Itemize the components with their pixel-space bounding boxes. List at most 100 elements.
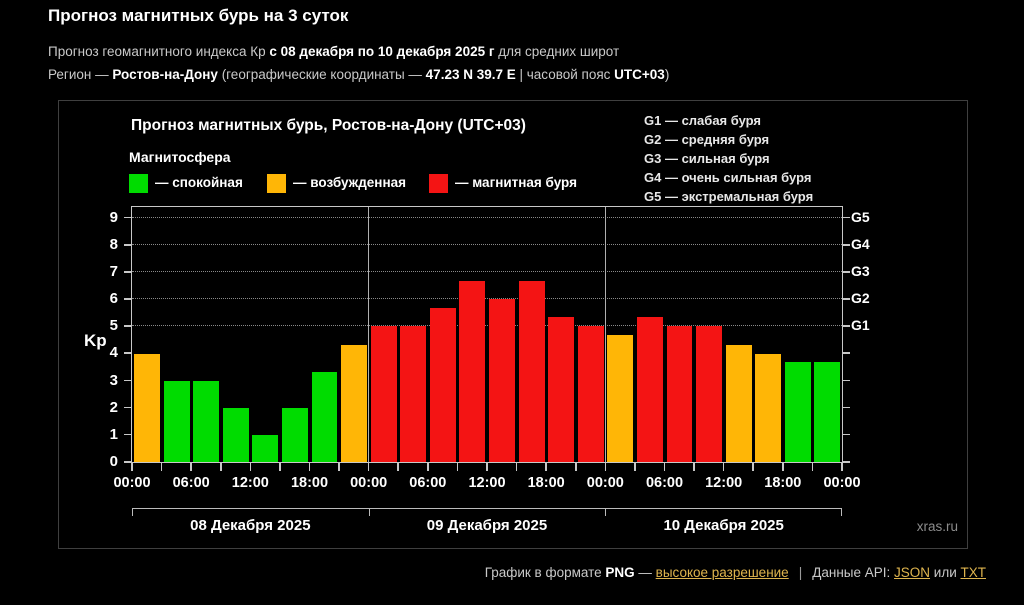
y-tick-label: 3	[109, 371, 118, 389]
high-resolution-link[interactable]: высокое разрешение	[655, 565, 789, 580]
legend-label: — магнитная буря	[455, 175, 577, 190]
y-axis-tick	[124, 243, 131, 246]
x-axis-tick	[279, 463, 281, 471]
kp-bar	[755, 353, 782, 462]
region-tz-pre: | часовой пояс	[515, 67, 615, 82]
x-tick-label: 00:00	[350, 475, 388, 491]
footer-format-pre: График в формате	[484, 565, 606, 580]
y-axis-tick-right	[843, 433, 850, 436]
json-api-link[interactable]: JSON	[894, 565, 931, 580]
x-axis-tick	[338, 463, 340, 471]
g-level-label: G2	[851, 290, 870, 307]
quiet-swatch	[129, 174, 148, 193]
kp-bar	[459, 281, 486, 462]
x-axis-tick	[397, 463, 400, 471]
forecast-chart-panel: Прогноз магнитных бурь, Ростов-на-Дону (…	[58, 100, 968, 549]
y-tick-label: 9	[109, 208, 118, 226]
y-axis-tick	[124, 433, 131, 436]
txt-api-link[interactable]: TXT	[960, 565, 987, 580]
g-level-label: G3	[851, 263, 870, 280]
region-post: )	[664, 67, 670, 82]
x-tick-label: 06:00	[172, 475, 210, 491]
y-axis-tick-right	[843, 325, 850, 327]
kp-bar	[725, 344, 752, 462]
kp-bar	[607, 335, 634, 462]
x-axis-tick	[841, 463, 843, 471]
y-tick-label: 2	[109, 398, 118, 416]
y-axis-tick-right	[843, 461, 850, 463]
x-tick-label: 00:00	[823, 475, 861, 491]
x-axis-tick	[131, 463, 133, 471]
page-title: Прогноз магнитных бурь на 3 суток	[48, 6, 349, 25]
y-axis-tick	[124, 298, 131, 300]
g-scale-legend-line: G2 — средняя буря	[644, 132, 770, 147]
region-pre: Регион —	[48, 67, 113, 82]
x-axis-tick	[515, 463, 518, 471]
magnetosphere-legend-title: Магнитосфера	[129, 149, 231, 165]
day-date-label: 10 Декабря 2025	[663, 517, 784, 534]
x-tick-label: 18:00	[764, 475, 802, 491]
footer-api-pre: Данные API:	[812, 565, 895, 580]
y-axis-tick-right	[843, 379, 850, 382]
kp-bar	[429, 308, 456, 462]
excited-swatch	[267, 174, 286, 193]
y-tick-label: 8	[109, 235, 118, 253]
kp-bar	[696, 326, 723, 462]
kp-bar	[548, 317, 575, 462]
legend-item: — магнитная буря	[429, 173, 619, 193]
x-axis-tick	[308, 463, 311, 471]
y-axis-tick-right	[843, 216, 850, 219]
g-scale-legend-line: G1 — слабая буря	[644, 113, 762, 128]
day-bracket-line	[132, 508, 842, 509]
day-separator	[604, 207, 606, 462]
footer-dash: —	[634, 565, 656, 580]
x-axis-tick	[190, 463, 192, 471]
gridline-kp5	[132, 325, 842, 327]
g-scale-legend-line: G5 — экстремальная буря	[644, 189, 814, 204]
x-tick-label: 18:00	[527, 475, 565, 491]
x-axis-tick	[160, 463, 163, 471]
y-tick-label: 6	[109, 290, 118, 308]
footer-separator: |	[798, 565, 803, 580]
day-bracket-tick	[841, 508, 842, 516]
day-bracket-tick	[605, 508, 607, 516]
x-tick-label: 18:00	[290, 475, 329, 491]
watermark: xras.ru	[916, 519, 958, 534]
g-level-label: G1	[851, 317, 870, 334]
x-tick-label: 00:00	[586, 475, 624, 491]
kp-bar	[252, 434, 279, 462]
y-axis-tick	[124, 406, 131, 409]
y-axis-tick-right	[843, 406, 850, 409]
day-bracket-tick	[368, 508, 370, 516]
y-axis-tick-right	[843, 271, 850, 273]
day-bracket-tick	[132, 508, 133, 516]
y-axis-tick	[124, 379, 131, 382]
y-axis-tick	[124, 271, 131, 273]
x-axis-tick	[545, 463, 547, 471]
y-axis-tick	[124, 216, 131, 219]
region-mid: (географические координаты —	[217, 67, 426, 82]
day-date-label: 08 Декабря 2025	[190, 517, 311, 534]
y-axis-tick-right	[843, 298, 850, 300]
gridline-kp7	[132, 271, 842, 273]
region-coords: 47.23 N 39.7 E	[425, 67, 516, 82]
gridline-kp8	[132, 243, 842, 245]
kp-bar	[370, 326, 397, 462]
kp-bar	[489, 299, 515, 462]
kp-bar	[784, 362, 811, 462]
kp-bar	[577, 326, 604, 462]
x-axis-tick	[456, 463, 459, 471]
x-tick-label: 06:00	[409, 475, 447, 491]
day-separator	[368, 207, 370, 462]
gridline-kp9	[132, 216, 842, 218]
x-axis-tick	[249, 463, 252, 471]
legend-item: — возбужденная	[267, 173, 457, 193]
x-tick-label: 12:00	[468, 475, 506, 491]
x-axis-tick	[427, 463, 429, 471]
x-axis-tick	[367, 463, 370, 471]
x-axis-tick	[722, 463, 725, 471]
y-tick-label: 7	[109, 263, 118, 281]
y-axis-label: Kp	[84, 331, 107, 351]
x-axis-tick	[604, 463, 607, 471]
y-axis-tick-right	[843, 243, 850, 246]
